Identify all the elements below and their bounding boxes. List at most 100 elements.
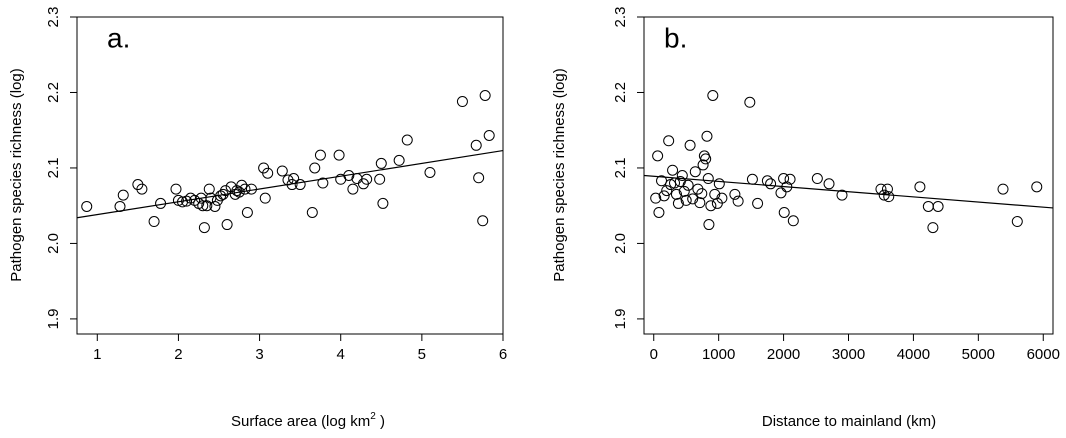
- point-b-27: [702, 173, 714, 185]
- x-tick-label-a-2: 3: [255, 346, 263, 363]
- x-axis-label-a: Surface area (log km2 ): [231, 411, 385, 430]
- point-a-5: [148, 216, 160, 228]
- point-a-0: [81, 200, 93, 212]
- x-tick-label-b-6: 6000: [1027, 346, 1060, 363]
- point-b-0: [650, 192, 662, 204]
- y-ticks-b: 1.9 2.0 2.1 2.2 2.3: [612, 7, 644, 329]
- point-b-54: [883, 191, 895, 203]
- point-b-48: [811, 173, 823, 185]
- y-tick-label-b-4: 2.3: [612, 7, 629, 28]
- point-a-45: [317, 177, 329, 189]
- point-a-53: [374, 173, 386, 185]
- point-b-34: [716, 192, 728, 204]
- point-a-62: [477, 215, 489, 227]
- point-b-22: [696, 188, 708, 200]
- point-a-44: [314, 149, 326, 161]
- point-b-19: [689, 166, 701, 178]
- point-b-13: [676, 170, 688, 181]
- point-b-41: [765, 178, 777, 190]
- points-b: [650, 89, 1043, 234]
- x-tick-label-a-5: 6: [499, 346, 507, 363]
- y-tick-label-b-2: 2.1: [612, 158, 629, 179]
- point-b-42: [775, 187, 787, 199]
- point-a-46: [333, 149, 345, 161]
- y-tick-label-a-3: 2.2: [45, 82, 62, 103]
- point-b-29: [705, 200, 717, 212]
- x-axis-label-a-main: Surface area (log km: [231, 413, 370, 430]
- point-b-58: [932, 200, 944, 212]
- point-a-57: [401, 134, 413, 146]
- point-a-52: [361, 173, 373, 185]
- point-b-6: [663, 135, 675, 147]
- point-b-26: [701, 130, 713, 142]
- panel-b: b. 0 1000 2000 3000 4000 5000 6000 1.9 2.0 2.1 2.…: [551, 7, 1060, 430]
- point-b-47: [787, 215, 799, 227]
- point-a-4: [136, 183, 148, 195]
- point-a-37: [276, 165, 288, 177]
- point-a-24: [219, 185, 231, 197]
- x-ticks-a: 1 2 3 4 5 6: [93, 334, 507, 363]
- y-tick-label-b-1: 2.0: [612, 233, 629, 254]
- point-b-10: [670, 188, 682, 200]
- point-a-25: [221, 219, 233, 231]
- point-b-16: [682, 179, 694, 191]
- point-b-61: [1031, 181, 1043, 193]
- point-a-41: [294, 179, 306, 191]
- point-b-51: [875, 183, 887, 195]
- point-b-2: [653, 206, 665, 218]
- point-a-2: [117, 189, 129, 201]
- point-b-40: [761, 175, 773, 187]
- x-tick-label-b-2: 2000: [767, 346, 800, 363]
- point-b-1: [652, 150, 664, 162]
- point-a-15: [197, 200, 209, 212]
- point-a-35: [259, 192, 271, 204]
- y-tick-label-a-0: 1.9: [45, 308, 62, 329]
- y-tick-label-a-4: 2.3: [45, 7, 62, 28]
- point-a-6: [155, 197, 167, 209]
- y-tick-label-a-1: 2.0: [45, 233, 62, 254]
- point-a-20: [209, 200, 221, 212]
- point-b-17: [684, 139, 696, 151]
- plot-area-b: [643, 16, 1054, 335]
- point-b-11: [672, 197, 684, 209]
- point-b-14: [678, 185, 690, 197]
- point-a-31: [239, 183, 251, 195]
- point-b-60: [1011, 216, 1023, 228]
- point-b-55: [914, 181, 926, 193]
- y-tick-label-a-2: 2.1: [45, 158, 62, 179]
- point-a-59: [456, 96, 468, 108]
- point-b-44: [778, 206, 790, 218]
- point-a-16: [198, 222, 210, 234]
- point-b-57: [927, 222, 939, 234]
- point-b-15: [680, 194, 692, 206]
- panel-label-a: a.: [107, 22, 130, 53]
- x-ticks-b: 0 1000 2000 3000 4000 5000 6000: [650, 334, 1060, 363]
- point-b-50: [836, 189, 848, 201]
- point-a-42: [306, 206, 318, 218]
- y-ticks-a: 1.9 2.0 2.1 2.2 2.3: [45, 7, 77, 329]
- point-a-43: [309, 162, 321, 174]
- point-b-35: [729, 188, 741, 200]
- point-a-29: [233, 186, 245, 198]
- point-a-56: [393, 154, 405, 166]
- point-a-36: [262, 167, 274, 179]
- point-a-63: [479, 89, 491, 101]
- point-b-8: [667, 164, 679, 176]
- point-b-39: [752, 197, 764, 209]
- point-b-53: [881, 183, 893, 195]
- point-a-40: [288, 173, 300, 185]
- x-axis-label-a-suffix: ): [376, 413, 385, 430]
- point-b-23: [697, 159, 709, 171]
- point-a-60: [470, 139, 482, 151]
- x-tick-label-a-0: 1: [93, 346, 101, 363]
- point-b-18: [687, 193, 699, 205]
- point-a-7: [170, 183, 182, 195]
- y-axis-label-b: Pathogen species richness (log): [551, 68, 568, 281]
- point-b-33: [713, 178, 725, 190]
- point-b-3: [656, 175, 668, 187]
- point-a-32: [241, 206, 253, 218]
- point-b-38: [746, 173, 758, 185]
- point-a-64: [483, 129, 495, 141]
- point-a-33: [245, 183, 257, 195]
- point-a-48: [343, 170, 355, 181]
